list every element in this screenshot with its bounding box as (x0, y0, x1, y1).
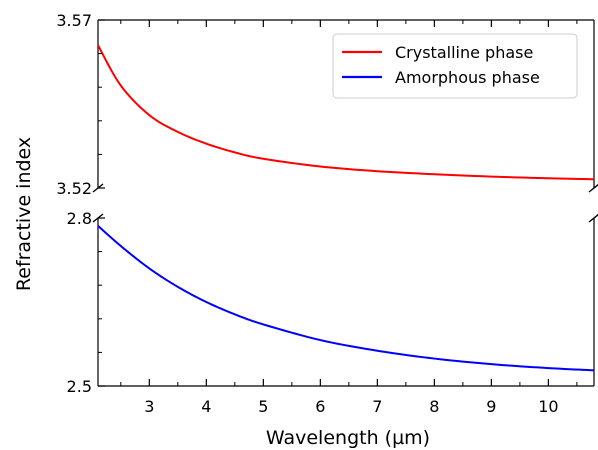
series-line-crystalline-phase (97, 44, 595, 181)
x-tick-label: 9 (486, 397, 496, 416)
x-tick-label: 6 (315, 397, 325, 416)
y-tick-label: 2.8 (67, 209, 92, 228)
y-tick-label: 3.52 (56, 179, 92, 198)
y-axis-upper: 3.57 3.52 (56, 11, 105, 198)
x-tick-label: 4 (201, 397, 211, 416)
y-tick-label: 2.5 (67, 377, 92, 396)
break-mark (92, 213, 104, 223)
x-tick-label: 5 (258, 397, 268, 416)
legend-box (332, 33, 578, 99)
legend-label-amorphous: Amorphous phase (395, 68, 540, 87)
series-line-amorphous-phase (97, 225, 595, 372)
x-axis-title: Wavelength (µm) (266, 427, 430, 449)
x-tick-label: 10 (538, 397, 558, 416)
x-tick-label: 3 (144, 397, 154, 416)
y-tick-label: 3.57 (56, 11, 92, 30)
break-mark (588, 183, 598, 193)
legend: Crystalline phase Amorphous phase (332, 33, 578, 99)
axis-break-marks (92, 183, 598, 223)
x-axis: 3 4 5 6 7 8 9 10 (120, 20, 578, 416)
x-tick-label: 7 (372, 397, 382, 416)
break-mark (92, 183, 104, 193)
y-axis-lower: 2.8 2.5 (67, 209, 105, 396)
lower-panel (97, 218, 595, 387)
legend-label-crystalline: Crystalline phase (395, 43, 533, 62)
x-tick-label: 8 (429, 397, 439, 416)
y-axis-title: Refractive index (13, 137, 35, 291)
break-mark (588, 213, 598, 223)
upper-panel (97, 19, 595, 188)
